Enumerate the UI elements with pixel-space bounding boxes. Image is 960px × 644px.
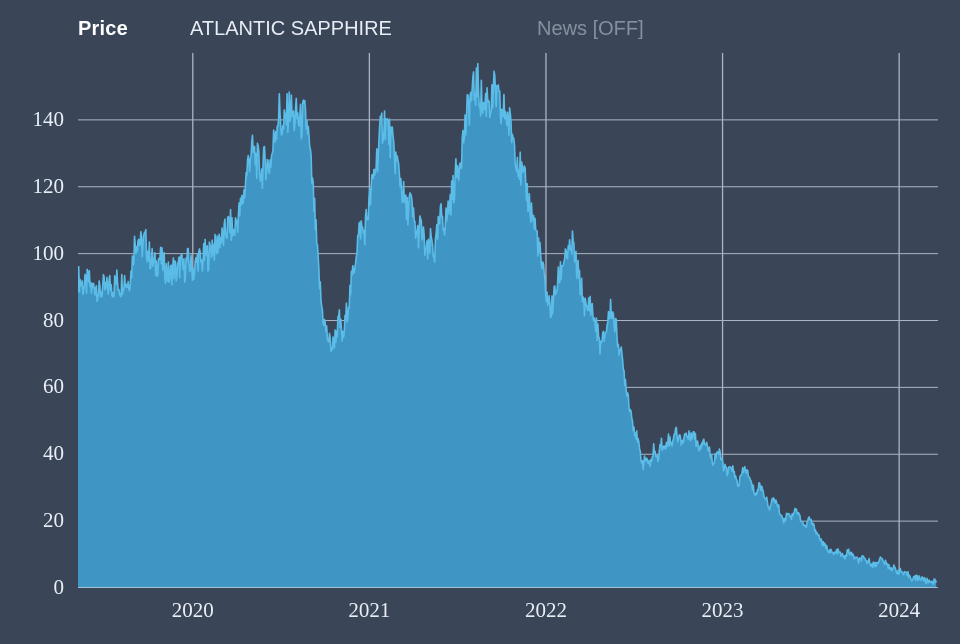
y-tick-label: 60 — [43, 374, 64, 399]
chart-header: Price ATLANTIC SAPPHIRE News [OFF] — [0, 0, 960, 48]
x-tick-label: 2021 — [348, 598, 391, 622]
x-tick-label: 2023 — [701, 598, 744, 622]
x-tick-label: 2020 — [171, 598, 214, 622]
chart-ticker-title: ATLANTIC SAPPHIRE — [190, 18, 392, 40]
y-tick-label: 120 — [32, 173, 65, 198]
price-line-stroke — [78, 62, 938, 585]
y-tick-label: 100 — [32, 240, 65, 265]
x-tick-label: 2024 — [878, 598, 921, 622]
y-tick-label: 40 — [43, 441, 64, 466]
y-axis: 0 20 40 60 80 100 120 140 — [0, 0, 78, 644]
y-tick-label: 140 — [32, 106, 65, 131]
price-area-fill — [78, 63, 937, 588]
chart-price-label: Price — [78, 18, 128, 40]
price-area-chart[interactable] — [78, 53, 938, 588]
y-tick-label: 20 — [43, 508, 64, 533]
y-tick-label: 80 — [43, 307, 64, 332]
plot-area[interactable] — [78, 53, 938, 588]
y-tick-label: 0 — [53, 575, 65, 599]
x-tick-label: 2022 — [524, 598, 567, 622]
news-toggle-button[interactable]: News [OFF] — [537, 18, 644, 40]
